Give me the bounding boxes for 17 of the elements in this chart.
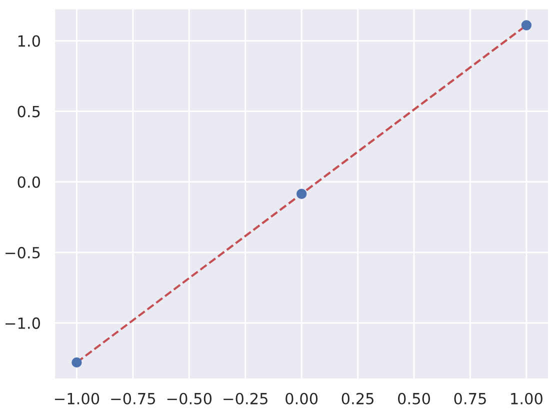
x-tick-label: 1.00	[511, 392, 542, 404]
x-tick-label: 0.25	[342, 392, 374, 404]
x-tick-label: 0.00	[286, 392, 318, 404]
y-tick-label: −0.5	[6, 246, 40, 258]
point	[296, 188, 307, 199]
y-tick-label: −1.0	[6, 317, 40, 329]
point	[521, 20, 532, 30]
y-tick-label: 1.0	[18, 35, 40, 47]
point	[72, 357, 82, 368]
x-tick-label: 0.50	[398, 392, 430, 404]
y-tick-label: 0.5	[18, 106, 40, 118]
x-tick-label: −0.50	[167, 392, 212, 404]
y-tick-label: 0.0	[18, 176, 40, 188]
x-tick-label: −0.75	[111, 392, 155, 404]
x-tick-label: −0.25	[224, 392, 268, 404]
x-tick-label: −1.00	[54, 392, 100, 404]
x-tick-label: 0.75	[454, 392, 486, 404]
